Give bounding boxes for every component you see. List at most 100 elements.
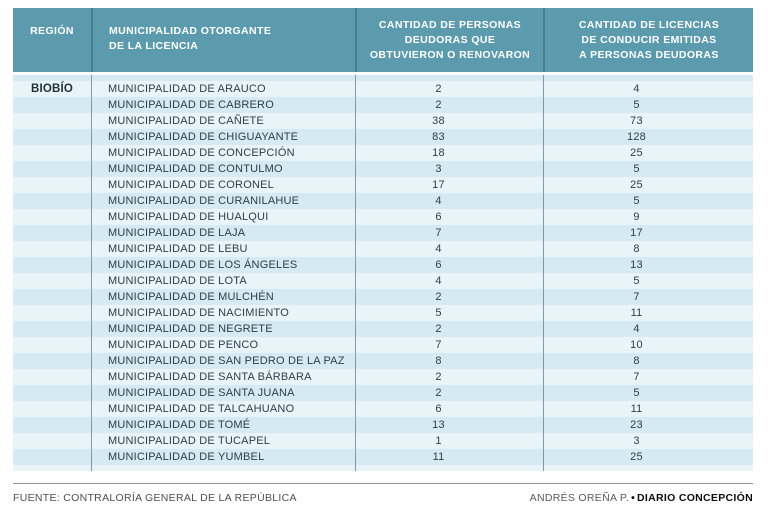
debtors-count-cell: 38 — [355, 113, 543, 129]
table-row: MUNICIPALIDAD DE TUCAPEL 1 3 — [13, 433, 753, 449]
licenses-count-cell: 11 — [543, 401, 753, 417]
region-cell — [13, 209, 91, 225]
debtors-count-cell: 4 — [355, 193, 543, 209]
header-debtors: CANTIDAD DE PERSONAS DEUDORAS QUE OBTUVI… — [355, 8, 543, 72]
table-top-padding — [13, 75, 753, 81]
region-cell — [13, 401, 91, 417]
table-row: MUNICIPALIDAD DE YUMBEL 11 25 — [13, 449, 753, 465]
region-cell — [13, 385, 91, 401]
licenses-count-cell: 4 — [543, 321, 753, 337]
credit-text: ANDRÉS OREÑA P. • DIARIO CONCEPCIÓN — [530, 492, 753, 504]
table-row: MUNICIPALIDAD DE PENCO 7 10 — [13, 337, 753, 353]
municipality-cell: MUNICIPALIDAD DE TOMÉ — [91, 417, 355, 433]
table-header-row: REGIÓN MUNICIPALIDAD OTORGANTE DE LA LIC… — [13, 8, 753, 72]
region-cell — [13, 97, 91, 113]
region-cell — [13, 369, 91, 385]
municipality-cell: MUNICIPALIDAD DE TUCAPEL — [91, 433, 355, 449]
debtors-count-cell: 7 — [355, 225, 543, 241]
licenses-count-cell: 17 — [543, 225, 753, 241]
licenses-count-cell: 9 — [543, 209, 753, 225]
table-row: MUNICIPALIDAD DE LEBU 4 8 — [13, 241, 753, 257]
municipality-cell: MUNICIPALIDAD DE YUMBEL — [91, 449, 355, 465]
licenses-count-cell: 7 — [543, 369, 753, 385]
table-row: MUNICIPALIDAD DE CONTULMO 3 5 — [13, 161, 753, 177]
region-cell: BIOBÍO — [30, 83, 74, 95]
table-row: MUNICIPALIDAD DE NEGRETE 2 4 — [13, 321, 753, 337]
licenses-count-cell: 11 — [543, 305, 753, 321]
municipality-cell: MUNICIPALIDAD DE TALCAHUANO — [91, 401, 355, 417]
header-municipality: MUNICIPALIDAD OTORGANTE DE LA LICENCIA — [91, 8, 355, 72]
region-cell — [13, 257, 91, 273]
municipality-cell: MUNICIPALIDAD DE CONTULMO — [91, 161, 355, 177]
debtors-count-cell: 6 — [355, 401, 543, 417]
municipality-cell: MUNICIPALIDAD DE PENCO — [91, 337, 355, 353]
region-cell — [13, 161, 91, 177]
table-row: BIOBÍO MUNICIPALIDAD DE ARAUCO 2 4 — [13, 81, 753, 97]
debtors-count-cell: 2 — [355, 289, 543, 305]
licenses-count-cell: 5 — [543, 97, 753, 113]
municipality-cell: MUNICIPALIDAD DE SANTA BÁRBARA — [91, 369, 355, 385]
region-cell — [13, 305, 91, 321]
debtors-count-cell: 2 — [355, 321, 543, 337]
source-text: FUENTE: CONTRALORÍA GENERAL DE LA REPÚBL… — [13, 492, 297, 504]
debtors-count-cell: 4 — [355, 273, 543, 289]
municipality-cell: MUNICIPALIDAD DE CAÑETE — [91, 113, 355, 129]
footer: FUENTE: CONTRALORÍA GENERAL DE LA REPÚBL… — [13, 492, 753, 504]
licenses-count-cell: 3 — [543, 433, 753, 449]
municipality-cell: MUNICIPALIDAD DE MULCHÉN — [91, 289, 355, 305]
debtors-count-cell: 4 — [355, 241, 543, 257]
table-row: MUNICIPALIDAD DE HUALQUI 6 9 — [13, 209, 753, 225]
region-cell — [13, 241, 91, 257]
municipality-cell: MUNICIPALIDAD DE NEGRETE — [91, 321, 355, 337]
municipality-cell: MUNICIPALIDAD DE CHIGUAYANTE — [91, 129, 355, 145]
municipality-cell: MUNICIPALIDAD DE LEBU — [91, 241, 355, 257]
licenses-count-cell: 73 — [543, 113, 753, 129]
table-row: MUNICIPALIDAD DE LOS ÁNGELES 6 13 — [13, 257, 753, 273]
debtors-count-cell: 2 — [355, 385, 543, 401]
region-cell — [13, 129, 91, 145]
table-row: MUNICIPALIDAD DE TOMÉ 13 23 — [13, 417, 753, 433]
table-row: MUNICIPALIDAD DE LAJA 7 17 — [13, 225, 753, 241]
debtors-count-cell: 2 — [355, 81, 543, 97]
debtors-count-cell: 11 — [355, 449, 543, 465]
debtors-count-cell: 2 — [355, 369, 543, 385]
municipality-cell: MUNICIPALIDAD DE CONCEPCIÓN — [91, 145, 355, 161]
debtors-count-cell: 83 — [355, 129, 543, 145]
debtors-count-cell: 1 — [355, 433, 543, 449]
municipality-cell: MUNICIPALIDAD DE LOTA — [91, 273, 355, 289]
licenses-count-cell: 5 — [543, 385, 753, 401]
municipality-cell: MUNICIPALIDAD DE CURANILAHUE — [91, 193, 355, 209]
table-rows: BIOBÍO MUNICIPALIDAD DE ARAUCO 2 4 MUNICIPAL… — [13, 81, 753, 465]
debtors-count-cell: 8 — [355, 353, 543, 369]
table-row: MUNICIPALIDAD DE SANTA BÁRBARA 2 7 — [13, 369, 753, 385]
region-cell — [13, 113, 91, 129]
credit-author: ANDRÉS OREÑA P. — [529, 492, 630, 504]
region-cell — [13, 193, 91, 209]
licenses-count-cell: 8 — [543, 353, 753, 369]
debtors-count-cell: 3 — [355, 161, 543, 177]
debtors-count-cell: 6 — [355, 209, 543, 225]
debtors-count-cell: 5 — [355, 305, 543, 321]
table-row: MUNICIPALIDAD DE CONCEPCIÓN 18 25 — [13, 145, 753, 161]
credit-bullet: • — [631, 492, 636, 504]
region-cell — [13, 449, 91, 465]
licenses-count-cell: 5 — [543, 273, 753, 289]
licenses-count-cell: 4 — [543, 81, 753, 97]
region-cell — [13, 321, 91, 337]
header-licenses: CANTIDAD DE LICENCIAS DE CONDUCIR EMITID… — [543, 8, 753, 72]
debtors-count-cell: 17 — [355, 177, 543, 193]
licenses-count-cell: 8 — [543, 241, 753, 257]
region-cell — [13, 225, 91, 241]
debtor-licenses-table: REGIÓN MUNICIPALIDAD OTORGANTE DE LA LIC… — [13, 8, 753, 504]
debtors-count-cell: 13 — [355, 417, 543, 433]
region-cell — [13, 177, 91, 193]
municipality-cell: MUNICIPALIDAD DE CABRERO — [91, 97, 355, 113]
municipality-cell: MUNICIPALIDAD DE NACIMIENTO — [91, 305, 355, 321]
licenses-count-cell: 5 — [543, 193, 753, 209]
table-row: MUNICIPALIDAD DE CURANILAHUE 4 5 — [13, 193, 753, 209]
licenses-count-cell: 25 — [543, 145, 753, 161]
municipality-cell: MUNICIPALIDAD DE SANTA JUANA — [91, 385, 355, 401]
region-cell — [13, 289, 91, 305]
licenses-count-cell: 23 — [543, 417, 753, 433]
municipality-cell: MUNICIPALIDAD DE CORONEL — [91, 177, 355, 193]
